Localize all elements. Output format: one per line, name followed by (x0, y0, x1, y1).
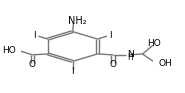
Text: I: I (71, 67, 74, 76)
Text: I: I (109, 31, 112, 40)
Text: H: H (127, 53, 133, 62)
Text: HO: HO (147, 39, 161, 48)
Text: N: N (127, 50, 134, 59)
Text: HO: HO (2, 46, 16, 55)
Text: NH₂: NH₂ (68, 16, 87, 26)
Text: I: I (33, 31, 36, 40)
Text: O: O (110, 60, 117, 69)
Text: O: O (29, 60, 36, 69)
Text: OH: OH (158, 59, 172, 68)
